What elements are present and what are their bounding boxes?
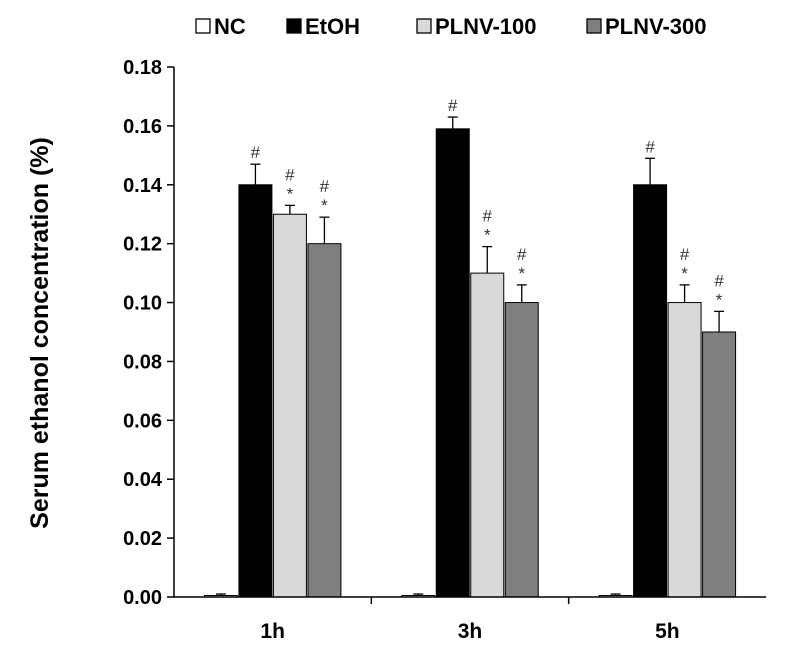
significance-star: * (321, 196, 328, 215)
significance-star: * (681, 264, 688, 283)
legend-swatch-nc (195, 18, 211, 34)
legend-label-etoh: EtOH (305, 14, 360, 39)
bar-plnv-300-3h (504, 302, 539, 598)
y-tick-label: 0.18 (123, 57, 162, 79)
bar-etoh-5h (633, 184, 668, 598)
bar-plnv-100-3h (470, 272, 505, 598)
x-tick-label: 3h (458, 620, 483, 643)
significance-star: * (484, 226, 491, 245)
y-tick-label: 0.14 (123, 175, 163, 197)
x-tick-label: 5h (655, 620, 680, 643)
bar-etoh-3h (435, 128, 470, 598)
bar-plnv-300-1h (307, 243, 342, 598)
significance-hash: # (285, 165, 295, 184)
significance-hash: # (320, 177, 330, 196)
y-tick-label: 0.00 (123, 587, 162, 609)
y-axis-title: Serum ethanol concentration (%) (26, 137, 54, 529)
y-tick-label: 0.08 (123, 351, 162, 373)
significance-hash: # (645, 137, 655, 156)
y-tick-label: 0.04 (123, 469, 163, 491)
bars: ##* #*##*#*##* #* (203, 96, 737, 598)
legend-swatch-plnv-100 (416, 18, 432, 34)
x-tick-label: 1h (260, 620, 285, 643)
significance-hash: # (680, 245, 690, 264)
y-tick-label: 0.02 (123, 528, 162, 550)
significance-hash: # (448, 96, 458, 115)
significance-star: * (287, 184, 294, 203)
legend: NC EtOH PLNV-100 PLNV-300 (195, 14, 707, 39)
y-tick-label: 0.10 (123, 293, 162, 315)
y-tick-label: 0.06 (123, 410, 162, 432)
significance-star: * (518, 264, 525, 283)
bar-etoh-1h (238, 184, 273, 598)
significance-hash: # (483, 207, 493, 226)
y-tick-label: 0.16 (123, 116, 162, 138)
bar-plnv-100-5h (667, 302, 702, 598)
significance-hash: # (251, 143, 261, 162)
legend-swatch-plnv-300 (586, 18, 602, 34)
legend-swatch-etoh (286, 18, 302, 34)
legend-label-plnv-100: PLNV-100 (435, 14, 537, 39)
significance-hash: # (517, 245, 527, 264)
legend-label-nc: NC (214, 14, 246, 39)
bar-plnv-100-1h (272, 213, 307, 598)
y-axis-ticks: 0.00 0.02 0.04 0.06 0.08 0.10 0.12 0.14 0.16 0.18 (123, 57, 174, 609)
legend-label-plnv-300: PLNV-300 (605, 14, 707, 39)
x-axis-labels: 1h 3h 5h (260, 597, 680, 643)
significance-star: * (716, 290, 723, 309)
significance-hash: # (714, 271, 724, 290)
bar-plnv-300-5h (702, 331, 737, 598)
y-tick-label: 0.12 (123, 234, 162, 256)
